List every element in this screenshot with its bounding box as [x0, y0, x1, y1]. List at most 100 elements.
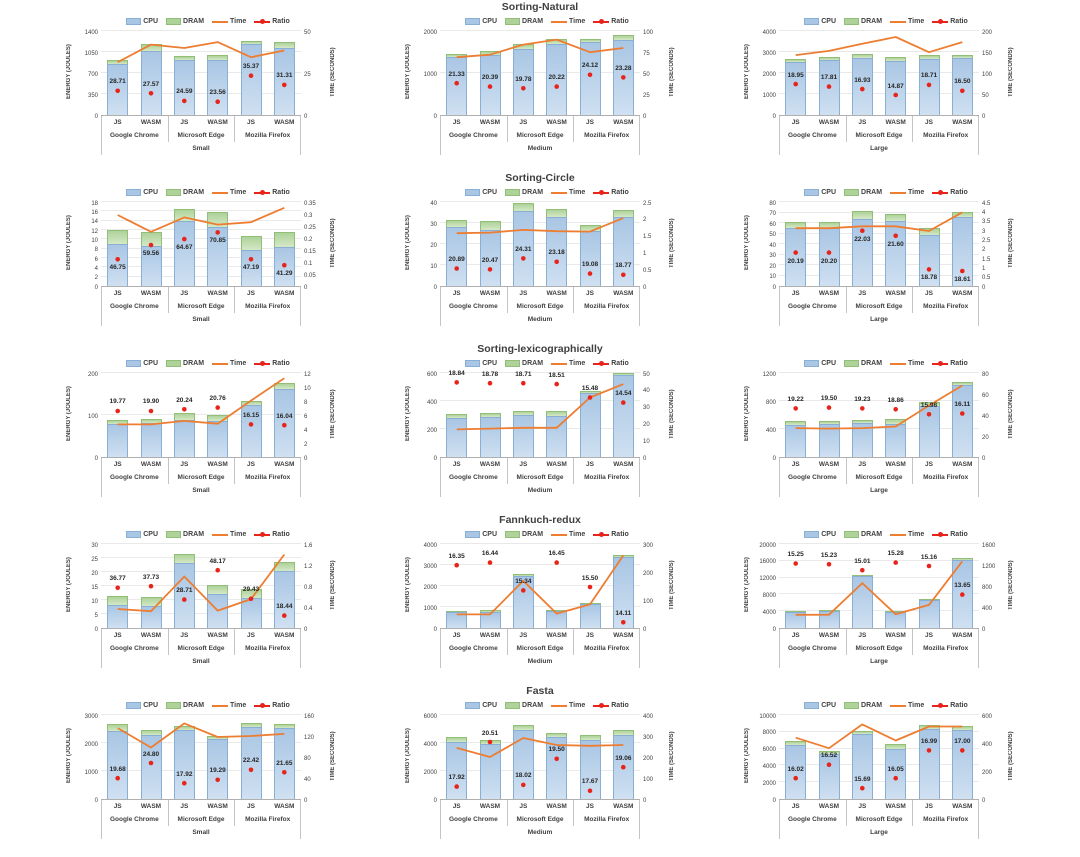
cpu-swatch-icon: [465, 531, 481, 538]
ratio-dot: [926, 748, 932, 753]
ratio-dot: [893, 92, 898, 98]
legend-label: DRAM: [522, 18, 544, 25]
cpu-swatch-icon: [804, 189, 820, 196]
time-line: [795, 36, 963, 56]
axis-separator-line: [101, 116, 102, 155]
axis-tick: 2000: [84, 741, 98, 748]
cpu-swatch-icon: [804, 702, 820, 709]
axis-tick: 60: [982, 392, 989, 399]
axis-tick: 40: [430, 200, 437, 207]
ratio-dot-icon: [254, 19, 271, 24]
gridline: [779, 428, 979, 429]
cpu-bar: [612, 375, 634, 457]
dram-bar: [579, 390, 601, 394]
runtime-label: JS: [113, 119, 122, 126]
dram-swatch-icon: [505, 360, 521, 367]
legend-label: CPU: [482, 18, 498, 25]
legend-item-time: Time: [212, 360, 246, 367]
ratio-value-label: 18.61: [954, 276, 971, 284]
left-axis-title: ENERGY (JOULES): [66, 557, 72, 613]
runtime-label: WASM: [479, 803, 501, 810]
legend-item-time: Time: [551, 360, 585, 367]
legend-label: Time: [230, 18, 247, 25]
runtime-label: WASM: [885, 119, 906, 126]
gridline: [101, 51, 301, 52]
runtime-label: JS: [519, 803, 528, 810]
axis-separator-line: [779, 800, 780, 839]
axis-separator-line: [912, 800, 914, 826]
browser-label: Microsoft Edge: [516, 303, 564, 310]
ratio-dot: [215, 99, 220, 104]
ratio-dot: [587, 788, 593, 794]
ratio-dot: [282, 613, 287, 618]
axis-tick: 5: [94, 612, 98, 619]
axis-separator-line: [978, 800, 979, 839]
runtime-label-row: JS WASM JS WASM JS WASM: [440, 629, 640, 642]
axis-separator-line: [101, 629, 102, 668]
ratio-dot-icon: [593, 190, 610, 195]
runtime-label: WASM: [140, 803, 162, 810]
axis-tick: 10: [430, 263, 437, 270]
ratio-value-label: 16.45: [548, 550, 565, 558]
ratio-dot: [148, 760, 154, 766]
runtime-label: WASM: [140, 290, 162, 297]
legend-item-time: Time: [890, 531, 924, 538]
ratio-dot: [860, 567, 865, 573]
browser-label: Microsoft Edge: [855, 132, 903, 139]
dram-bar: [207, 584, 229, 595]
axis-tick: 0: [94, 284, 98, 291]
ratio-dot: [621, 272, 626, 278]
chart-sorting-circle-large: CPU DRAM Time Ratio ENERGY (JOULES) 0 10 20 30 40…: [741, 186, 1017, 326]
legend-label: Ratio: [950, 360, 968, 367]
ratio-dot: [860, 86, 865, 92]
axis-separator-line: [167, 629, 169, 655]
benchmark-title: Sorting-Circle: [505, 172, 575, 184]
time-line-and-ratio-dots: [793, 36, 965, 98]
ratio-dot: [521, 256, 526, 261]
legend-item-ratio: Ratio: [254, 702, 290, 709]
time-line: [795, 560, 964, 616]
charts-band: CPU DRAM Time Ratio ENERGY (JOULES) 0 2 4 6 8 10 12…: [0, 186, 1080, 326]
axis-tick: 80: [982, 371, 989, 378]
axis-tick: 40: [643, 388, 650, 395]
axis-tick: 2: [94, 275, 98, 282]
chart-body: ENERGY (JOULES) 0 1000 2000 3000 4000 18.95 17.…: [741, 28, 1017, 120]
size-label-row: Large: [779, 655, 979, 668]
gridline: [779, 400, 979, 401]
chart-body: ENERGY (JOULES) 0 2 4 6 8 10 12 14 16 18 46.75 59.56…: [63, 199, 339, 291]
legend-item-dram: DRAM: [166, 360, 204, 367]
axis-tick: 1000: [423, 71, 437, 78]
dram-bar: [818, 420, 840, 425]
ratio-dot-icon: [932, 703, 949, 708]
cpu-bar: [273, 570, 295, 628]
runtime-label: WASM: [274, 803, 295, 810]
chart-fasta-small: CPU DRAM Time Ratio ENERGY (JOULES) 0 1000 2000…: [63, 699, 339, 839]
axis-tick: 0: [304, 455, 308, 462]
runtime-label: WASM: [479, 290, 501, 297]
legend-item-dram: DRAM: [166, 18, 204, 25]
legend-label: CPU: [482, 189, 498, 196]
ratio-dot-icon: [932, 532, 949, 537]
browser-label-row: Google Chrome Microsoft Edge Mozilla Firef…: [779, 642, 979, 655]
cpu-bar: [546, 415, 568, 457]
ratio-value-label: 15.98: [920, 401, 938, 409]
left-axis-ticks: 0 5 10 15 20 25 30: [75, 543, 101, 633]
dram-bar: [107, 60, 129, 64]
axis-tick: 800: [765, 399, 776, 406]
chart-legend: CPU DRAM Time Ratio: [402, 699, 678, 712]
ratio-dot: [282, 422, 287, 428]
runtime-label-row: JS WASM JS WASM JS WASM: [779, 800, 979, 813]
ratio-dot: [554, 756, 559, 762]
dram-bar: [107, 723, 129, 731]
time-line-icon: [890, 362, 907, 365]
ratio-legend-dot: [598, 19, 604, 24]
benchmark-title: Sorting-lexicographically: [477, 343, 603, 355]
legend-label: CPU: [143, 531, 159, 538]
cpu-bar: [107, 424, 129, 457]
cpu-bar: [785, 62, 807, 115]
runtime-label: JS: [247, 119, 255, 126]
ratio-dot: [248, 73, 254, 78]
ratio-dot: [487, 84, 493, 89]
ratio-value-label: 22.42: [242, 757, 260, 765]
cpu-bar: [851, 423, 873, 457]
